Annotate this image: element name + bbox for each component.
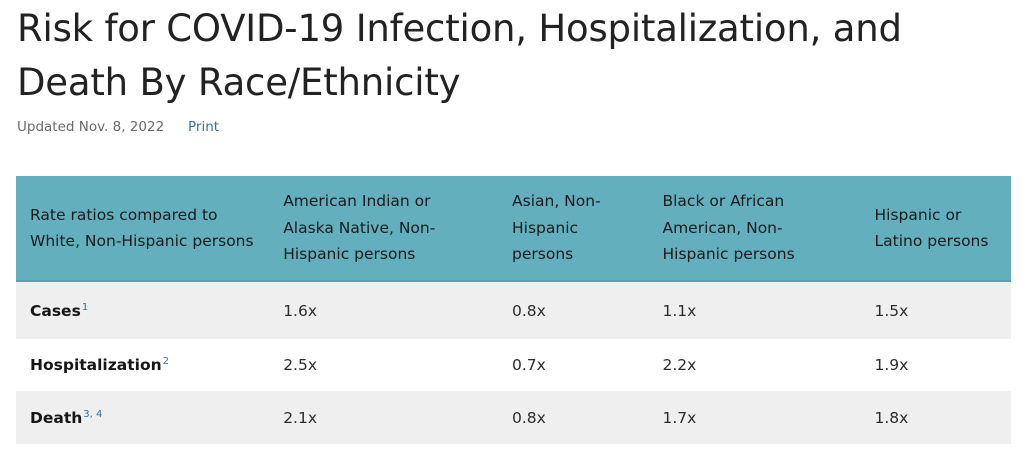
row-label: Cases1 [16, 281, 270, 339]
table-cell: 2.5x [269, 339, 499, 391]
table-cell: 0.8x [498, 281, 649, 339]
table-cell: 1.9x [860, 339, 1011, 391]
table-row-hospitalization: Hospitalization2 2.5x 0.7x 2.2x 1.9x [16, 339, 1011, 391]
table-row-death: Death3, 4 2.1x 0.8x 1.7x 1.8x [16, 391, 1011, 444]
table-header-row: Rate ratios compared to White, Non-Hispa… [16, 176, 1011, 282]
risk-ratio-table: Rate ratios compared to White, Non-Hispa… [16, 176, 1011, 444]
footnote-link[interactable]: 3, 4 [83, 408, 103, 420]
table-cell: 0.7x [498, 339, 649, 391]
row-label-text: Death [30, 408, 83, 427]
print-link[interactable]: Print [188, 119, 220, 135]
table-cell: 1.5x [860, 281, 1011, 339]
table-cell: 1.6x [269, 281, 499, 339]
column-header-hispanic: Hispanic or Latino persons [860, 176, 1011, 282]
table-cell: 2.1x [269, 391, 499, 444]
footnote-link[interactable]: 1 [81, 301, 89, 313]
row-label: Hospitalization2 [16, 339, 270, 391]
column-header-black: Black or African American, Non-Hispanic … [648, 176, 861, 282]
row-label: Death3, 4 [16, 391, 270, 444]
table-cell: 1.8x [860, 391, 1011, 444]
page-meta: Updated Nov. 8, 2022 Print [17, 118, 219, 136]
table-row-cases: Cases1 1.6x 0.8x 1.1x 1.5x [16, 281, 1011, 339]
footnote-link[interactable]: 2 [162, 356, 170, 367]
updated-date: Updated Nov. 8, 2022 [17, 119, 165, 135]
table-cell: 1.1x [648, 281, 861, 339]
column-header-asian: Asian, Non-Hispanic persons [498, 176, 649, 282]
row-label-text: Cases [30, 301, 81, 320]
column-header-comparison: Rate ratios compared to White, Non-Hispa… [16, 176, 270, 282]
table-cell: 2.2x [648, 339, 861, 391]
row-label-text: Hospitalization [30, 356, 162, 374]
page-title: Risk for COVID-19 Infection, Hospitaliza… [17, 7, 902, 104]
column-header-aian: American Indian or Alaska Native, Non-Hi… [269, 176, 499, 282]
table-cell: 1.7x [648, 391, 861, 444]
table-cell: 0.8x [498, 391, 649, 444]
